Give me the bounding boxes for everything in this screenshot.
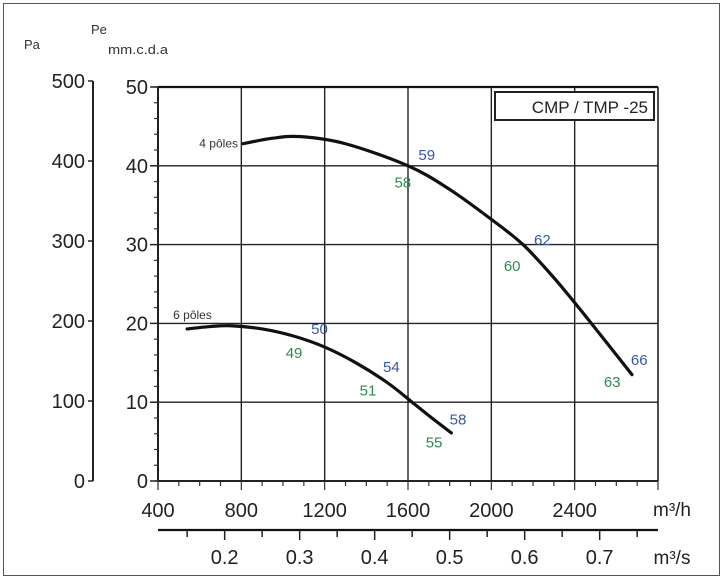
- x-tick-label: 800: [225, 500, 258, 522]
- x2-tick-label: 0.2: [211, 547, 239, 569]
- y-tick-label: 0: [137, 471, 148, 493]
- y-tick-label: 40: [126, 156, 148, 178]
- curve-annotation-blue: 59: [418, 147, 435, 164]
- y-pa-tick-label: 200: [52, 311, 85, 333]
- curve-annotation-blue: 62: [534, 232, 551, 249]
- curve-6-poles: [185, 324, 453, 435]
- curve-annotation-green: 51: [360, 383, 377, 400]
- x-tick-label: 1200: [302, 500, 347, 522]
- curve-4-poles: [241, 134, 634, 377]
- series-label-4-poles: 4 pôles: [199, 137, 238, 151]
- curves: [185, 134, 634, 435]
- curve-annotation-green: 55: [426, 435, 443, 452]
- curve-annotation-green: 60: [504, 258, 521, 275]
- curve-annotation-blue: 58: [450, 412, 467, 429]
- chart-frame: [3, 3, 720, 576]
- y-pa-label: Pa: [24, 37, 41, 52]
- x-tick-label: 2000: [469, 500, 514, 522]
- series-label-6-poles: 6 pôles: [173, 308, 212, 322]
- marks: 4 pôles 59 58 62 60 66 63 6 pôles 50 49 54 51 58 55: [173, 137, 647, 452]
- y-pa-tick-label: 400: [52, 151, 85, 173]
- axes: 0 10 20 30 40 50 400 800 1200 1600 2000 2400 0 100 200…: [52, 71, 659, 569]
- x2-axis-unit: m³/s: [654, 548, 691, 569]
- curve-annotation-blue: 66: [631, 352, 648, 369]
- x-tick-label: 2400: [552, 500, 597, 522]
- y-tick-label: 30: [126, 235, 148, 257]
- y-pe-label-top: Pe: [91, 22, 107, 37]
- legend-title: CMP / TMP -25: [532, 98, 648, 117]
- x2-tick-label: 0.3: [286, 547, 314, 569]
- y-pa-tick-label: 0: [74, 471, 85, 493]
- y-tick-label: 10: [126, 392, 148, 414]
- y-pa-tick-label: 100: [52, 391, 85, 413]
- x-tick-label: 400: [141, 500, 174, 522]
- curve-annotation-blue: 50: [311, 321, 328, 338]
- y-pe-unit-label: mm.c.d.a: [108, 42, 169, 57]
- y-tick-label: 50: [126, 77, 148, 99]
- curve-annotation-green: 63: [604, 374, 621, 391]
- curve-annotation-green: 58: [394, 175, 411, 192]
- x2-tick-label: 0.7: [586, 547, 614, 569]
- y-tick-label: 20: [126, 313, 148, 335]
- x-tick-label: 1600: [386, 500, 431, 522]
- curve-annotation-blue: 54: [383, 359, 400, 376]
- x2-tick-label: 0.6: [511, 547, 539, 569]
- curve-annotation-green: 49: [286, 345, 303, 362]
- x2-tick-label: 0.5: [436, 547, 464, 569]
- y-pa-tick-label: 300: [52, 231, 85, 253]
- legend-box: [494, 91, 655, 121]
- y-pa-tick-label: 500: [52, 71, 85, 93]
- grid: [158, 85, 659, 481]
- x2-tick-label: 0.4: [361, 547, 389, 569]
- x-axis-unit: m³/h: [653, 500, 691, 521]
